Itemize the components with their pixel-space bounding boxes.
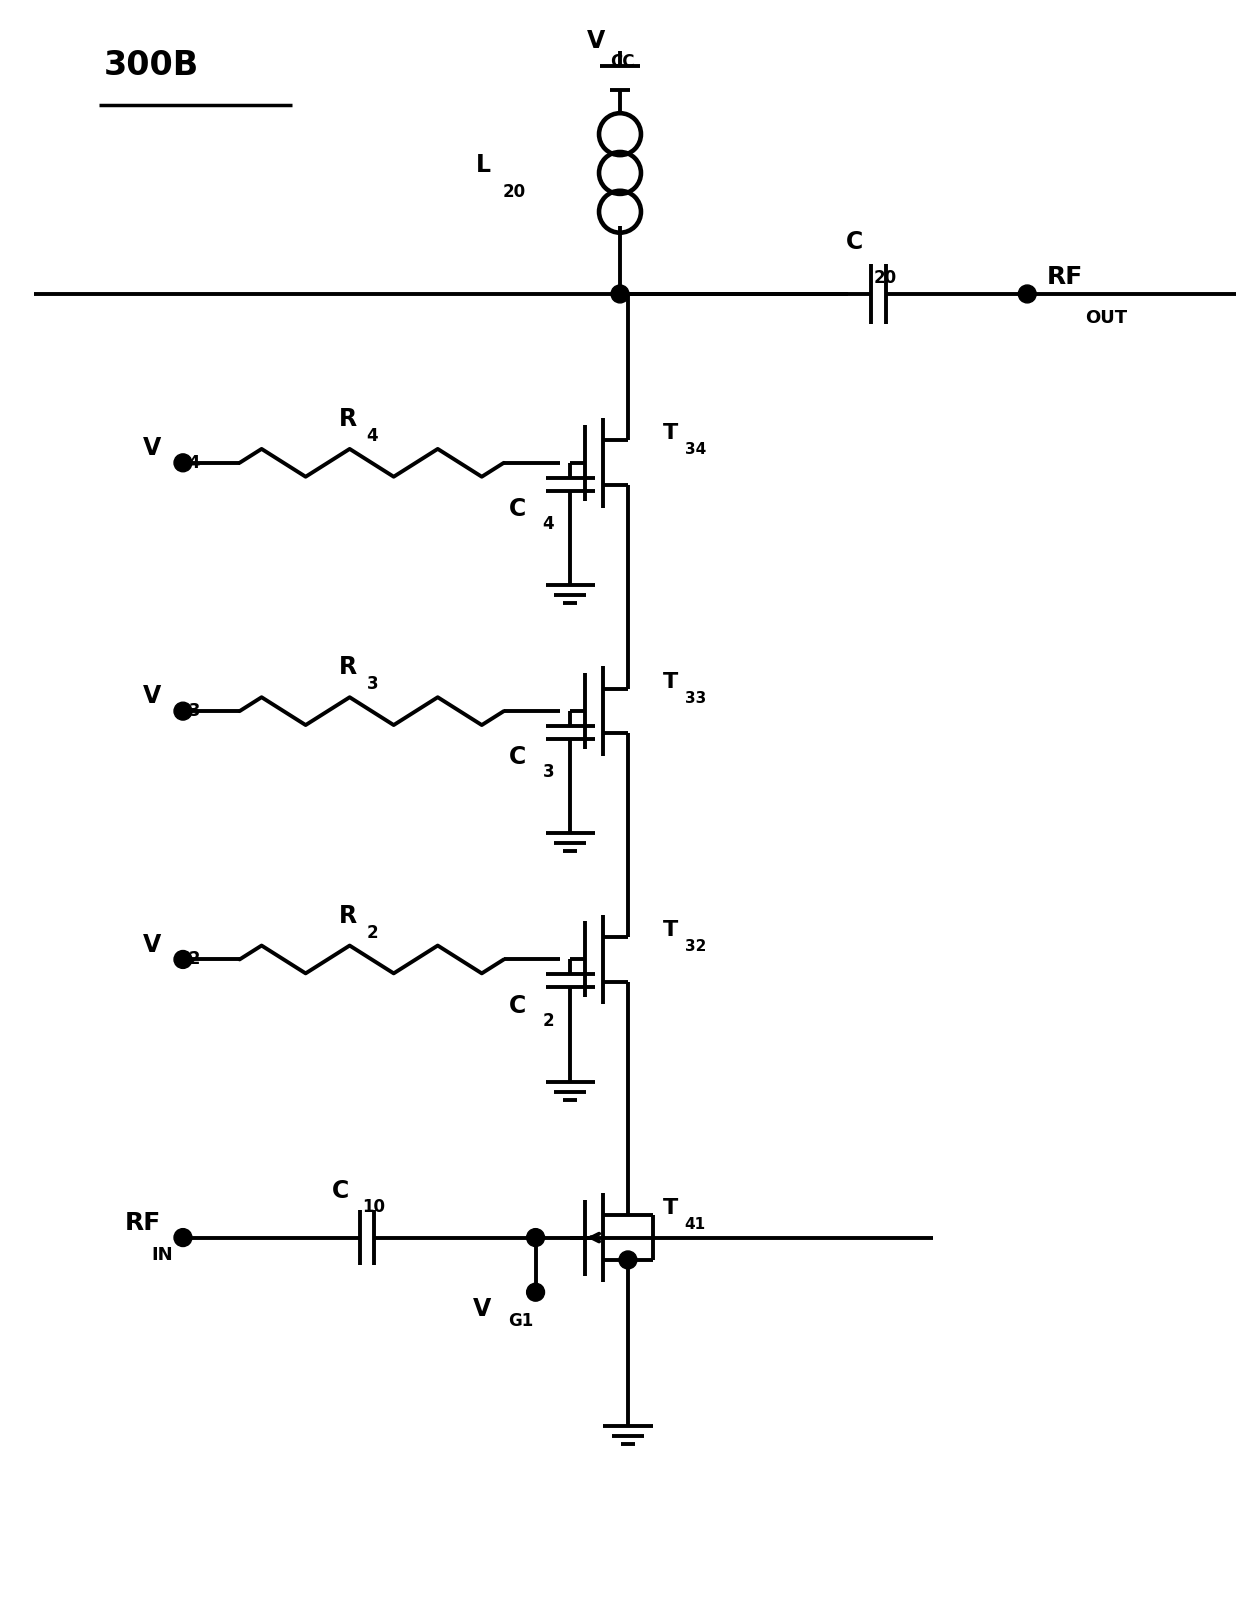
Text: OUT: OUT xyxy=(1085,309,1127,327)
Text: 3: 3 xyxy=(543,764,554,781)
Text: V: V xyxy=(143,685,161,709)
Text: 4: 4 xyxy=(367,427,378,445)
Text: 3: 3 xyxy=(367,675,378,693)
Text: C: C xyxy=(331,1179,348,1203)
Text: 33: 33 xyxy=(684,691,706,706)
Text: G4: G4 xyxy=(175,454,201,472)
Text: 41: 41 xyxy=(684,1218,706,1232)
Circle shape xyxy=(611,285,629,303)
Text: 10: 10 xyxy=(362,1197,384,1216)
Circle shape xyxy=(174,454,192,472)
Text: RF: RF xyxy=(125,1211,161,1234)
Text: R: R xyxy=(339,656,357,680)
Text: T: T xyxy=(662,920,678,941)
Text: 20: 20 xyxy=(502,182,526,201)
Text: C: C xyxy=(508,746,526,770)
Text: 20: 20 xyxy=(873,269,897,287)
Text: 32: 32 xyxy=(684,939,706,954)
Text: 300B: 300B xyxy=(103,48,198,82)
Text: T: T xyxy=(662,672,678,691)
Text: R: R xyxy=(339,904,357,928)
Text: 34: 34 xyxy=(684,443,706,458)
Text: C: C xyxy=(508,498,526,520)
Text: 2: 2 xyxy=(367,923,378,941)
Circle shape xyxy=(619,1252,637,1269)
Circle shape xyxy=(527,1284,544,1302)
Text: T: T xyxy=(662,424,678,443)
Circle shape xyxy=(174,950,192,968)
Text: G1: G1 xyxy=(507,1311,533,1331)
Circle shape xyxy=(1018,285,1037,303)
Text: V: V xyxy=(587,29,605,53)
Text: V: V xyxy=(472,1297,491,1321)
Text: C: C xyxy=(508,994,526,1018)
Text: C: C xyxy=(846,230,863,255)
Text: CC: CC xyxy=(610,53,635,71)
Circle shape xyxy=(174,702,192,720)
Text: G3: G3 xyxy=(175,702,201,720)
Text: G2: G2 xyxy=(175,950,201,968)
Text: T: T xyxy=(662,1199,678,1218)
Text: L: L xyxy=(476,153,491,177)
Text: IN: IN xyxy=(151,1247,174,1265)
Text: V: V xyxy=(143,933,161,957)
Text: V: V xyxy=(143,437,161,459)
Text: 2: 2 xyxy=(543,1012,554,1029)
Text: 4: 4 xyxy=(543,516,554,533)
Circle shape xyxy=(527,1229,544,1247)
Text: RF: RF xyxy=(1047,264,1084,288)
Circle shape xyxy=(174,1229,192,1247)
Text: R: R xyxy=(339,408,357,432)
